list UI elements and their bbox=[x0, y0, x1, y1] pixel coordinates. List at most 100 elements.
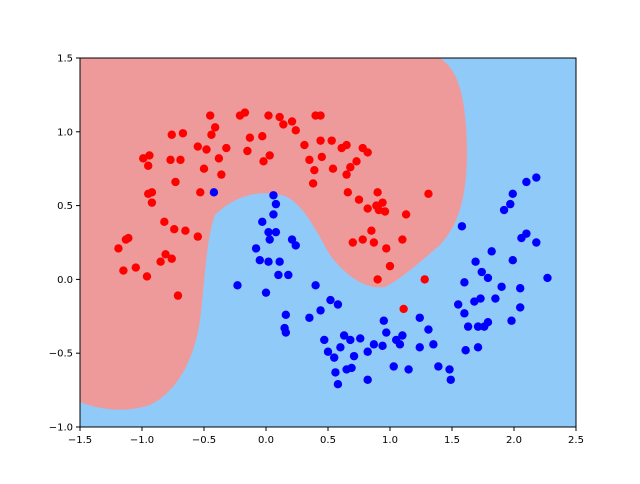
point bbox=[291, 126, 300, 135]
point bbox=[156, 257, 165, 266]
point bbox=[284, 270, 293, 280]
point bbox=[316, 136, 325, 145]
x-tick-label: 0.0 bbox=[258, 435, 274, 446]
point bbox=[516, 284, 525, 293]
point bbox=[161, 250, 170, 259]
point bbox=[327, 136, 336, 145]
y-tick-label: 0.5 bbox=[57, 201, 73, 212]
point bbox=[269, 191, 278, 200]
point bbox=[532, 238, 541, 247]
point bbox=[424, 189, 433, 198]
point bbox=[243, 146, 252, 156]
point bbox=[460, 278, 469, 287]
point bbox=[506, 199, 515, 209]
point bbox=[255, 256, 264, 265]
point bbox=[214, 154, 224, 163]
point bbox=[342, 365, 351, 374]
point bbox=[389, 362, 398, 371]
point bbox=[251, 244, 261, 253]
point bbox=[274, 270, 283, 280]
x-tick-label: 1.5 bbox=[444, 435, 460, 446]
point bbox=[142, 272, 152, 281]
point bbox=[373, 188, 382, 197]
point bbox=[291, 241, 300, 250]
x-tick-label: −0.5 bbox=[192, 435, 216, 446]
point bbox=[131, 263, 140, 272]
point bbox=[346, 163, 355, 172]
point bbox=[176, 155, 185, 165]
point bbox=[259, 157, 268, 166]
point bbox=[378, 341, 387, 351]
point bbox=[264, 257, 273, 266]
point bbox=[124, 233, 133, 243]
y-tick-label: 0.0 bbox=[57, 275, 73, 286]
point bbox=[258, 132, 267, 141]
point bbox=[476, 294, 485, 303]
point bbox=[331, 368, 340, 377]
point bbox=[499, 205, 509, 215]
red-region bbox=[80, 58, 467, 410]
point bbox=[358, 235, 367, 244]
y-tick-label: 1.0 bbox=[57, 127, 73, 138]
point bbox=[363, 347, 372, 356]
point bbox=[170, 225, 179, 234]
point bbox=[398, 235, 407, 244]
point bbox=[178, 129, 188, 138]
point bbox=[380, 207, 390, 216]
point bbox=[522, 177, 531, 187]
point bbox=[487, 247, 496, 256]
point bbox=[317, 152, 326, 162]
point bbox=[395, 340, 405, 349]
point bbox=[342, 170, 351, 179]
point bbox=[369, 340, 379, 349]
point bbox=[233, 281, 242, 290]
point bbox=[264, 227, 273, 237]
point bbox=[173, 291, 183, 300]
point bbox=[415, 313, 424, 322]
point bbox=[483, 318, 493, 327]
point bbox=[258, 217, 267, 227]
point bbox=[367, 226, 376, 235]
point bbox=[196, 188, 205, 197]
point bbox=[145, 151, 154, 160]
point bbox=[171, 177, 180, 187]
point bbox=[342, 140, 351, 150]
point bbox=[207, 130, 216, 139]
point bbox=[202, 145, 211, 154]
y-tick-label: 1.5 bbox=[57, 54, 73, 65]
x-tick-label: 2.0 bbox=[506, 435, 522, 446]
point bbox=[275, 257, 284, 266]
point bbox=[385, 261, 395, 271]
point bbox=[507, 316, 516, 325]
point bbox=[379, 316, 388, 325]
x-tick-label: 1.0 bbox=[382, 435, 398, 446]
point bbox=[434, 362, 443, 371]
point bbox=[382, 244, 391, 253]
point bbox=[333, 379, 343, 389]
point bbox=[261, 288, 271, 297]
point bbox=[483, 273, 493, 283]
point bbox=[167, 130, 176, 139]
x-tick-label: 2.5 bbox=[568, 435, 584, 446]
point bbox=[265, 235, 274, 244]
point bbox=[401, 210, 411, 219]
point bbox=[363, 375, 372, 384]
point bbox=[308, 179, 318, 188]
point bbox=[166, 155, 175, 165]
point bbox=[420, 275, 429, 284]
point bbox=[522, 229, 531, 238]
point bbox=[346, 335, 355, 345]
point bbox=[281, 310, 291, 320]
point bbox=[305, 313, 314, 322]
point bbox=[491, 294, 500, 303]
axes-frame bbox=[79, 57, 577, 428]
point bbox=[339, 331, 349, 340]
point bbox=[378, 198, 387, 207]
point bbox=[316, 306, 325, 315]
point bbox=[363, 148, 372, 157]
point bbox=[269, 210, 278, 219]
x-tick-label: 0.5 bbox=[320, 435, 336, 446]
point bbox=[275, 112, 284, 122]
x-tick-label: −1.5 bbox=[68, 435, 92, 446]
